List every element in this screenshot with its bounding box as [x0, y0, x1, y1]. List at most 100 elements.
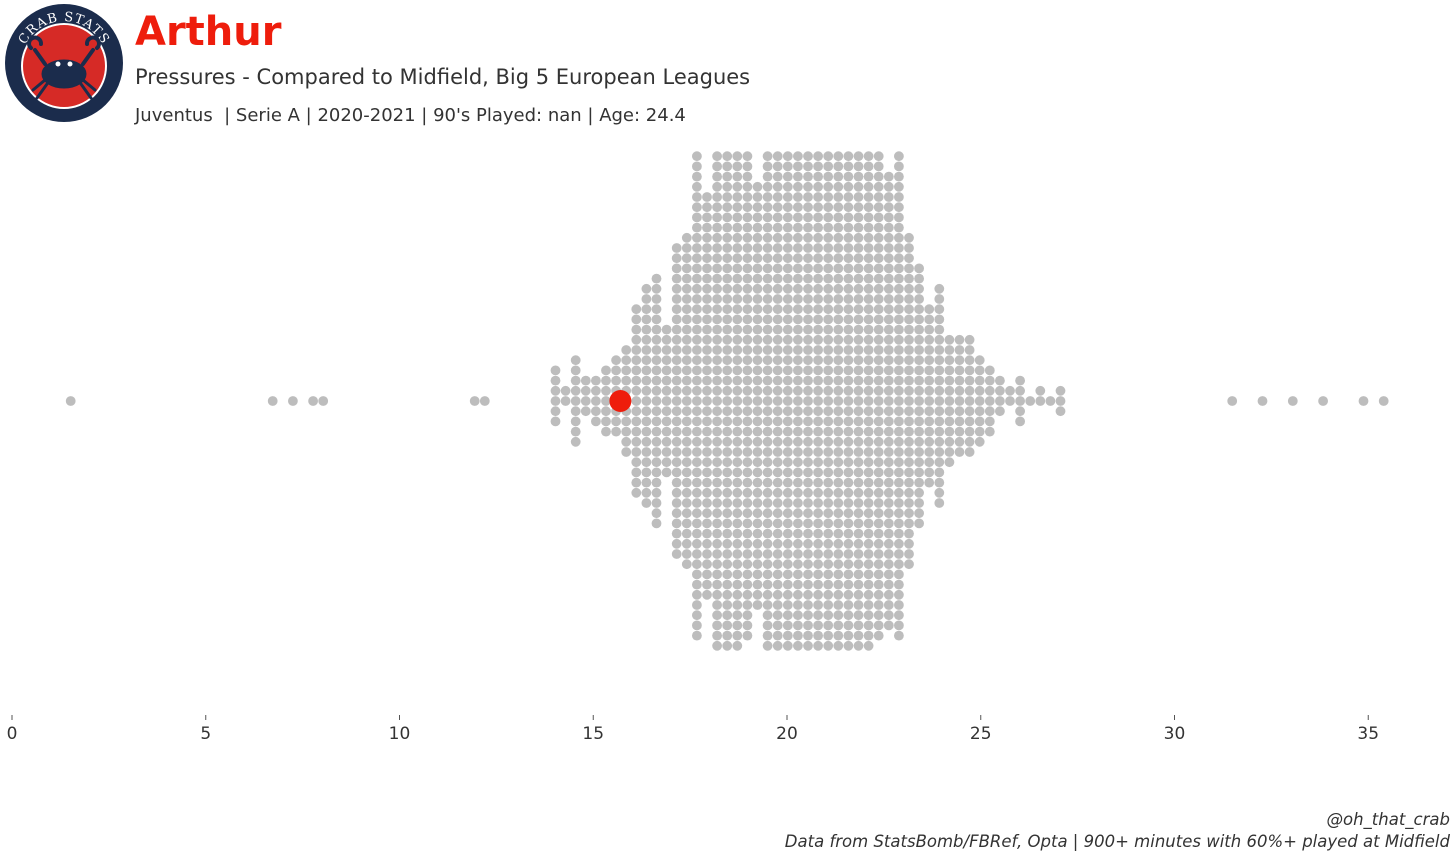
swarm-dot — [873, 487, 884, 498]
swarm-dot — [914, 477, 924, 488]
swarm-dot — [823, 549, 834, 559]
swarm-dot — [772, 192, 783, 202]
swarm-dot — [853, 385, 864, 396]
swarm-dot — [823, 630, 834, 641]
swarm-dot — [803, 630, 813, 641]
swarm-dot — [793, 589, 803, 600]
swarm-dot — [712, 518, 722, 529]
swarm-dot — [793, 181, 803, 192]
swarm-dot — [702, 314, 712, 325]
swarm-dot — [934, 457, 945, 468]
swarm-dot — [843, 589, 854, 600]
swarm-dot — [742, 457, 753, 468]
dots-layer — [65, 151, 1389, 651]
swarm-dot — [853, 487, 864, 498]
swarm-dot — [702, 436, 712, 447]
swarm-dot — [964, 406, 975, 417]
swarm-dot — [570, 406, 581, 417]
swarm-dot — [833, 467, 844, 478]
swarm-dot — [853, 294, 864, 304]
swarm-dot — [843, 579, 854, 590]
swarm-dot — [782, 498, 793, 508]
swarm-dot — [702, 569, 712, 580]
swarm-dot — [752, 212, 763, 223]
swarm-dot — [631, 477, 642, 488]
swarm-dot — [722, 416, 733, 427]
swarm-dot — [863, 232, 874, 243]
swarm-dot — [803, 212, 813, 223]
swarm-dot — [692, 518, 702, 529]
swarm-dot — [803, 559, 813, 570]
swarm-dot — [702, 263, 712, 274]
swarm-dot — [803, 640, 813, 651]
swarm-dot — [823, 600, 834, 610]
swarm-dot — [894, 559, 904, 570]
swarm-dot — [793, 508, 803, 519]
swarm-dot — [722, 151, 733, 162]
swarm-dot — [1035, 396, 1046, 406]
swarm-dot — [692, 192, 702, 202]
swarm-dot — [712, 385, 722, 396]
swarm-dot — [843, 416, 854, 427]
swarm-dot — [681, 396, 692, 406]
swarm-dot — [772, 212, 783, 223]
swarm-dot — [894, 579, 904, 590]
swarm-dot — [580, 396, 591, 406]
swarm-dot — [823, 212, 834, 223]
swarm-dot — [904, 518, 914, 529]
swarm-dot — [722, 375, 733, 386]
swarm-dot — [833, 222, 844, 233]
swarm-dot — [813, 304, 823, 315]
swarm-dot — [712, 212, 722, 223]
swarm-dot — [692, 620, 702, 631]
swarm-dot — [914, 467, 924, 478]
swarm-dot — [853, 426, 864, 437]
swarm-dot — [904, 477, 914, 488]
swarm-dot — [883, 243, 894, 253]
swarm-dot — [833, 640, 844, 651]
highlight-layer — [609, 390, 632, 412]
swarm-dot — [702, 365, 712, 376]
swarm-dot — [843, 600, 854, 610]
swarm-dot — [954, 355, 965, 366]
swarm-dot — [732, 447, 743, 457]
swarm-dot — [661, 324, 672, 335]
swarm-dot — [803, 477, 813, 488]
swarm-dot — [712, 222, 722, 233]
swarm-dot — [813, 600, 823, 610]
swarm-dot — [883, 559, 894, 570]
swarm-dot — [732, 518, 743, 529]
swarm-dot — [894, 181, 904, 192]
swarm-dot — [631, 324, 642, 335]
swarm-dot — [692, 406, 702, 417]
swarm-dot — [853, 620, 864, 631]
swarm-dot — [712, 181, 722, 192]
swarm-dot — [752, 345, 763, 355]
swarm-dot — [692, 487, 702, 498]
swarm-dot — [833, 518, 844, 529]
swarm-dot — [692, 375, 702, 386]
footer-source: Data from StatsBomb/FBRef, Opta | 900+ m… — [784, 832, 1450, 851]
swarm-dot — [692, 324, 702, 335]
swarm-dot — [722, 345, 733, 355]
swarm-dot — [671, 416, 682, 427]
swarm-dot — [692, 538, 702, 549]
swarm-dot — [883, 253, 894, 264]
swarm-dot — [1055, 406, 1066, 417]
swarm-dot — [570, 426, 581, 437]
swarm-dot — [964, 355, 975, 366]
swarm-dot — [863, 589, 874, 600]
swarm-dot — [782, 161, 793, 172]
swarm-dot — [752, 406, 763, 417]
swarm-dot — [813, 538, 823, 549]
swarm-dot — [853, 630, 864, 641]
swarm-dot — [823, 253, 834, 264]
swarm-dot — [651, 426, 662, 437]
swarm-dot — [803, 283, 813, 294]
swarm-dot — [732, 212, 743, 223]
swarm-dot — [722, 263, 733, 274]
swarm-dot — [772, 365, 783, 376]
swarm-dot — [732, 243, 743, 253]
swarm-dot — [762, 161, 773, 172]
swarm-dot — [803, 375, 813, 386]
